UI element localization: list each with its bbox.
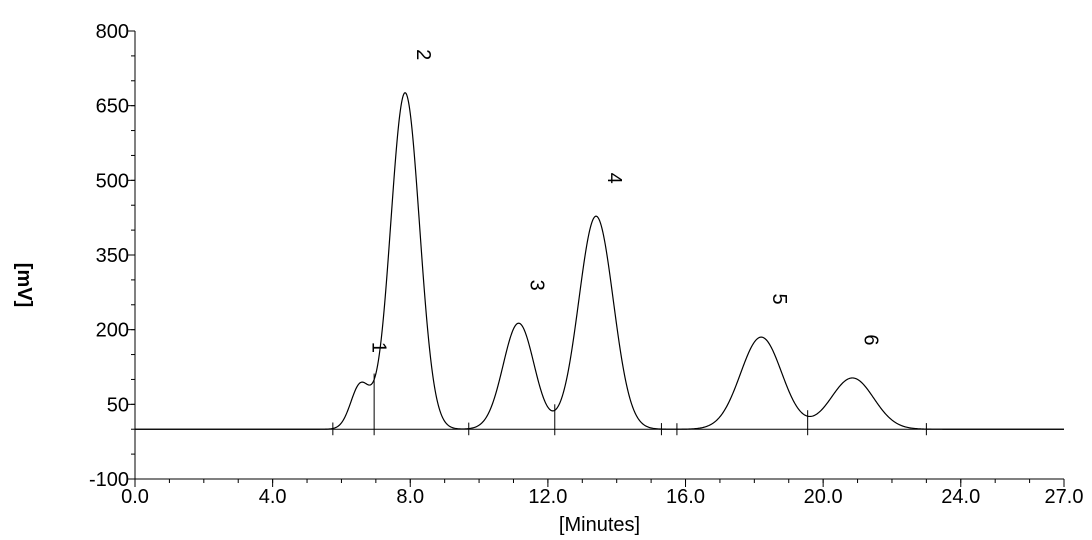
peak-label-2: 2 [412, 49, 434, 60]
peak-label-6: 6 [859, 334, 881, 345]
x-axis-title: [Minutes] [559, 514, 640, 536]
y-tick-label: 800 [96, 21, 129, 43]
peak-label-3: 3 [526, 280, 548, 291]
peak-labels: 1 2 3 4 5 6 [367, 49, 881, 353]
x-tick-label: 4.0 [259, 486, 287, 508]
y-tick-label: 350 [96, 245, 129, 267]
x-tick-label: 16.0 [666, 486, 705, 508]
x-tick-label: 20.0 [804, 486, 843, 508]
x-tick-label: 24.0 [941, 486, 980, 508]
axes [134, 31, 1064, 480]
peak-label-5: 5 [768, 294, 790, 305]
y-tick-label: 500 [96, 170, 129, 192]
y-tick-label: -100 [89, 469, 129, 491]
x-axis-ticks: 0.0 4.0 8.0 12.0 16.0 20.0 24.0 27.0 [121, 479, 1083, 508]
peak-label-4: 4 [603, 173, 625, 184]
x-tick-label: 12.0 [528, 486, 567, 508]
x-tick-label: 8.0 [396, 486, 424, 508]
peak-label-1: 1 [367, 342, 389, 353]
y-axis-ticks: -100 50 200 350 500 650 800 [89, 21, 135, 491]
chromatogram-trace [135, 92, 1064, 430]
y-axis-title: [mV] [13, 263, 35, 307]
integration-marks [332, 373, 927, 436]
y-tick-label: 650 [96, 96, 129, 118]
x-tick-label: 0.0 [121, 486, 149, 508]
y-tick-label: 50 [107, 394, 129, 416]
y-tick-label: 200 [96, 320, 129, 342]
x-tick-label: 27.0 [1045, 486, 1084, 508]
